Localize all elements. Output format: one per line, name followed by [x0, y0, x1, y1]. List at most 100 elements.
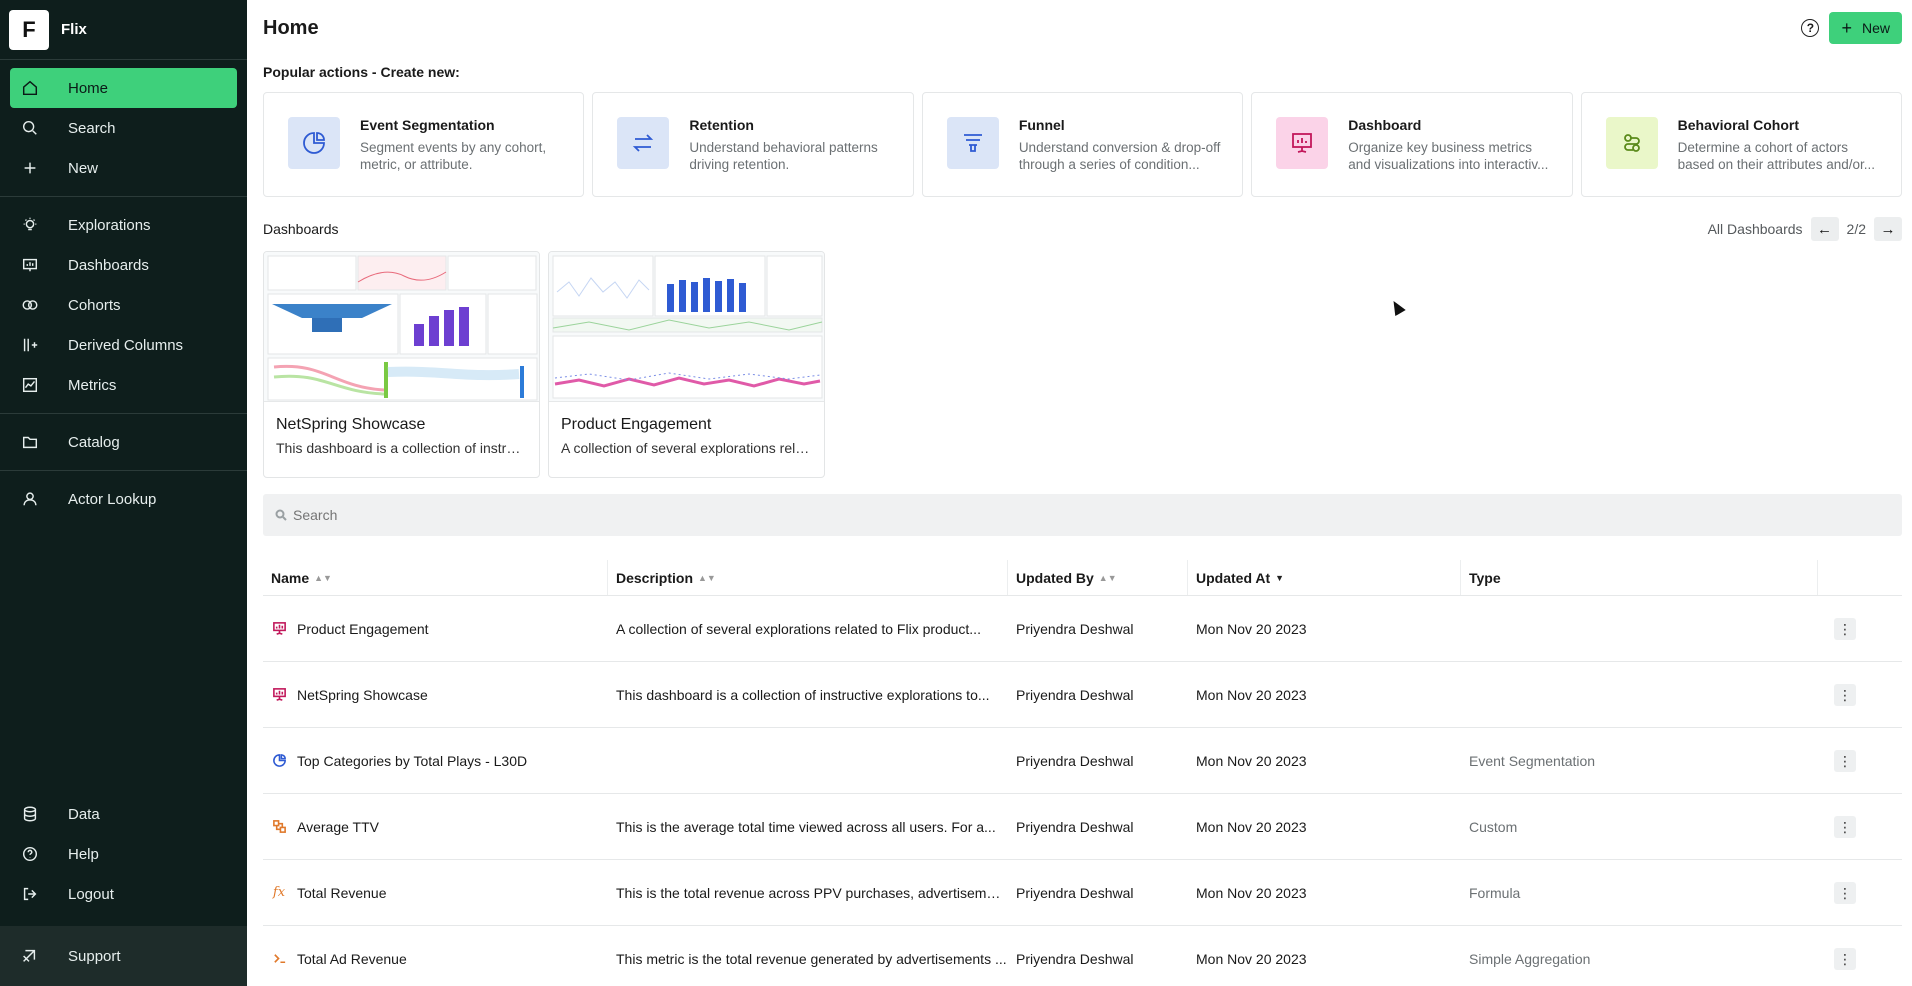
dashboard-icon: [20, 255, 40, 275]
column-header-description[interactable]: Description ▲▼: [608, 560, 1008, 595]
sidebar-item-label: Search: [68, 119, 116, 137]
row-updated-at: Mon Nov 20 2023: [1196, 752, 1307, 769]
sidebar-item-metrics[interactable]: Metrics: [10, 365, 237, 405]
sidebar-item-search[interactable]: Search: [10, 108, 237, 148]
sidebar-item-data[interactable]: Data: [10, 794, 237, 834]
sidebar-item-label: Metrics: [68, 376, 117, 394]
all-dashboards-link[interactable]: All Dashboards: [1707, 221, 1803, 237]
table-row[interactable]: Product Engagement A collection of sever…: [263, 596, 1902, 662]
row-description: A collection of several explorations rel…: [616, 620, 981, 637]
row-updated-by: Priyendra Deshwal: [1016, 950, 1134, 967]
retention-icon: [617, 117, 670, 169]
table-row[interactable]: Average TTV This is the average total ti…: [263, 794, 1902, 860]
search-bar[interactable]: [263, 494, 1902, 536]
sidebar-item-label: Explorations: [68, 216, 151, 234]
row-description: This is the average total time viewed ac…: [616, 818, 996, 835]
row-menu-button[interactable]: ⋮: [1834, 815, 1856, 838]
table-row[interactable]: Top Categories by Total Plays - L30D Pri…: [263, 728, 1902, 794]
dashboards-header: Dashboards All Dashboards ← 2/2 →: [247, 217, 1912, 241]
new-button[interactable]: + New: [1829, 12, 1902, 44]
sort-desc-icon: ▼: [1275, 572, 1285, 583]
dashboard-thumbnail: [549, 252, 824, 402]
logout-icon: [20, 884, 40, 904]
action-title: Event Segmentation: [360, 117, 495, 133]
folder-icon: [20, 432, 40, 452]
event-segmentation-icon: [288, 117, 340, 169]
sidebar-item-label: Dashboards: [68, 256, 149, 274]
more-vertical-icon: ⋮: [1838, 620, 1852, 637]
support-button[interactable]: Support: [0, 926, 247, 986]
sidebar-item-label: Help: [68, 845, 99, 863]
row-name: NetSpring Showcase: [297, 686, 428, 703]
dashboard-card-product-engagement[interactable]: Product Engagement A collection of sever…: [548, 251, 825, 478]
sidebar-item-actor-lookup[interactable]: Actor Lookup: [10, 479, 237, 519]
new-button-label: New: [1861, 20, 1890, 36]
column-header-actions: [1818, 560, 1898, 595]
help-circle-icon[interactable]: ?: [1801, 19, 1820, 37]
nav-group-actor: Actor Lookup: [0, 471, 247, 527]
column-header-updated-at[interactable]: Updated At ▼: [1188, 560, 1461, 595]
sidebar-item-explorations[interactable]: Explorations: [10, 205, 237, 245]
column-header-updated-by[interactable]: Updated By ▲▼: [1008, 560, 1188, 595]
table-row[interactable]: Total Ad Revenue This metric is the tota…: [263, 926, 1902, 986]
row-menu-button[interactable]: ⋮: [1834, 947, 1856, 970]
action-card-event-segmentation[interactable]: Event Segmentation Segment events by any…: [263, 92, 585, 197]
sidebar-bottom-nav: Data Help Logout: [0, 794, 247, 914]
sidebar-item-catalog[interactable]: Catalog: [10, 422, 237, 462]
user-icon: [20, 489, 40, 509]
action-card-behavioral-cohort[interactable]: Behavioral Cohort Determine a cohort of …: [1580, 92, 1903, 197]
lightbulb-icon: [20, 215, 40, 235]
aggregation-icon: [271, 951, 287, 967]
next-page-button[interactable]: →: [1874, 217, 1902, 241]
row-description: This dashboard is a collection of instru…: [616, 686, 990, 703]
sidebar-item-cohorts[interactable]: Cohorts: [10, 285, 237, 325]
arrow-left-icon: ←: [1817, 220, 1833, 238]
action-desc: Determine a cohort of actors based on th…: [1677, 140, 1876, 172]
action-card-funnel[interactable]: Funnel Understand conversion & drop-off …: [921, 92, 1244, 197]
row-updated-at: Mon Nov 20 2023: [1196, 950, 1307, 967]
row-menu-button[interactable]: ⋮: [1834, 881, 1856, 904]
column-header-label: Updated By: [1016, 569, 1094, 586]
brand[interactable]: F Flix: [0, 0, 247, 60]
sidebar: F Flix Home Search New Explorations: [0, 0, 247, 986]
sidebar-item-new[interactable]: New: [10, 148, 237, 188]
row-menu-button[interactable]: ⋮: [1834, 749, 1856, 772]
row-menu-button[interactable]: ⋮: [1834, 683, 1856, 706]
row-updated-by: Priyendra Deshwal: [1016, 884, 1134, 901]
dashboard-presentation-icon: [271, 687, 287, 703]
column-header-type[interactable]: Type: [1461, 560, 1818, 595]
dashboard-card-netspring-showcase[interactable]: NetSpring Showcase This dashboard is a c…: [263, 251, 540, 478]
column-header-label: Name: [271, 569, 310, 586]
more-vertical-icon: ⋮: [1838, 686, 1852, 703]
sidebar-item-derived-columns[interactable]: Derived Columns: [10, 325, 237, 365]
row-menu-button[interactable]: ⋮: [1834, 617, 1856, 640]
sidebar-item-label: Data: [68, 805, 100, 823]
search-input[interactable]: [293, 507, 693, 523]
action-card-dashboard[interactable]: Dashboard Organize key business metrics …: [1251, 92, 1573, 197]
sidebar-item-home[interactable]: Home: [10, 68, 237, 108]
dashboard-desc: This dashboard is a collection of instru…: [276, 440, 527, 456]
action-card-retention[interactable]: Retention Understand behavioral patterns…: [592, 92, 914, 197]
metrics-icon: [20, 375, 40, 395]
sidebar-item-dashboards[interactable]: Dashboards: [10, 245, 237, 285]
sidebar-item-label: Cohorts: [68, 296, 121, 314]
action-title: Dashboard: [1348, 117, 1422, 133]
column-header-name[interactable]: Name ▲▼: [263, 560, 608, 595]
sidebar-item-logout[interactable]: Logout: [10, 874, 237, 914]
table-row[interactable]: NetSpring Showcase This dashboard is a c…: [263, 662, 1902, 728]
sidebar-item-label: Actor Lookup: [68, 490, 157, 508]
behavioral-cohort-icon: [1605, 117, 1658, 169]
row-type: Event Segmentation: [1469, 752, 1596, 769]
row-name: Total Ad Revenue: [297, 950, 407, 967]
sidebar-item-help[interactable]: Help: [10, 834, 237, 874]
dashboard-cards: NetSpring Showcase This dashboard is a c…: [247, 251, 1912, 478]
nav-group-secondary: Explorations Dashboards Cohorts Derived …: [0, 197, 247, 414]
table-row[interactable]: fx Total Revenue This is the total revenu…: [263, 860, 1902, 926]
action-title: Funnel: [1018, 117, 1065, 133]
row-description: This metric is the total revenue generat…: [616, 950, 1007, 967]
prev-page-button[interactable]: ←: [1810, 217, 1839, 241]
row-type: Simple Aggregation: [1469, 950, 1591, 967]
sidebar-item-label: Logout: [68, 885, 114, 903]
row-updated-at: Mon Nov 20 2023: [1196, 686, 1307, 703]
